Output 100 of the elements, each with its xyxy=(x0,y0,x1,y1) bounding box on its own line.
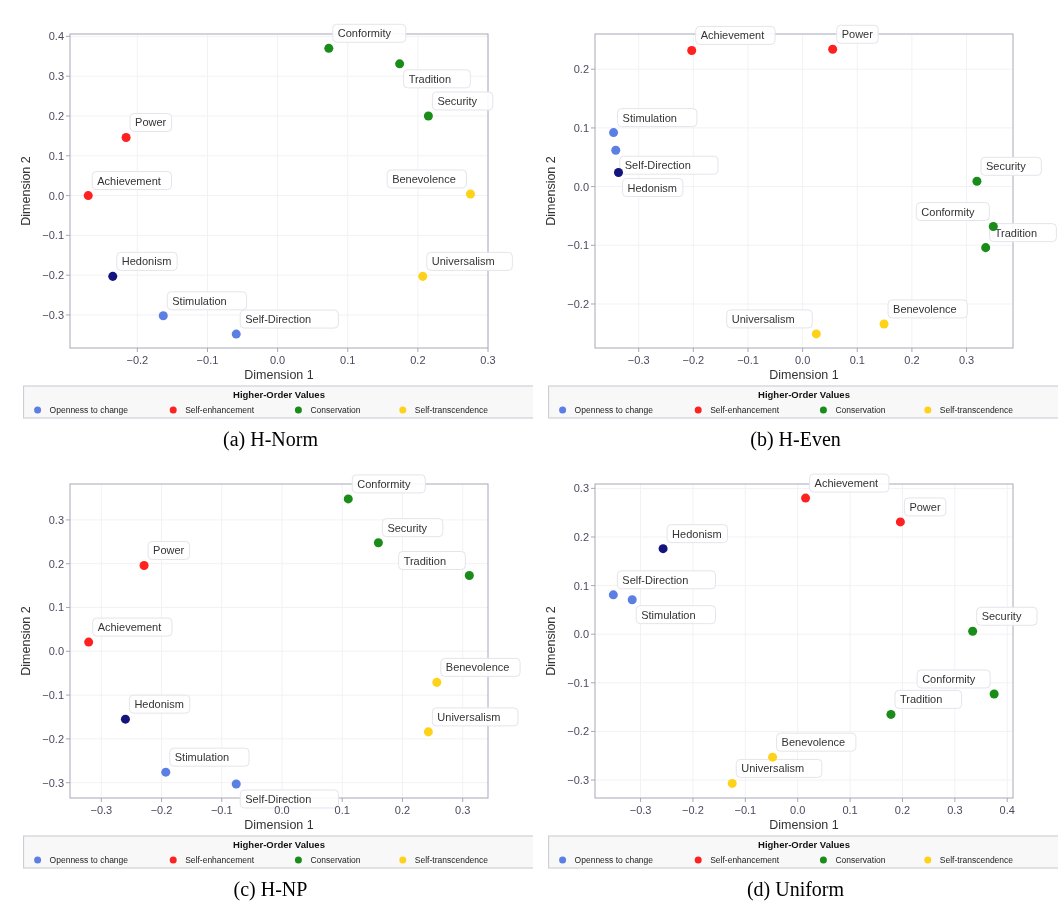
x-tick-label: −0.1 xyxy=(737,354,759,366)
point xyxy=(828,44,838,54)
text: (c) H-NP xyxy=(233,878,308,901)
annotation: Conformity xyxy=(921,205,976,218)
point xyxy=(609,128,619,138)
annotation: Security xyxy=(437,94,478,107)
annotation: Hedonism xyxy=(134,698,184,711)
annotation: Self-Direction xyxy=(622,573,689,586)
annotation: Power xyxy=(841,28,874,41)
x-tick-label: 0.1 xyxy=(340,354,356,366)
annotation: Stimulation xyxy=(641,608,696,621)
text: (b) H-Even xyxy=(750,428,841,451)
y-tick-label: 0.2 xyxy=(573,530,589,543)
point xyxy=(139,560,149,570)
y-tick-label: −0.1 xyxy=(567,239,589,252)
legend-label: Conservation xyxy=(310,405,361,415)
point xyxy=(231,329,241,339)
point xyxy=(658,544,668,554)
y-tick-label: −0.3 xyxy=(42,776,64,789)
y-axis-title: Dimension 2 xyxy=(19,606,33,676)
annotation: Power xyxy=(135,116,167,129)
annotation: Power xyxy=(153,544,185,557)
point xyxy=(989,689,999,699)
point xyxy=(108,271,118,281)
annotation: Benevolence xyxy=(893,302,957,315)
annotation: Universalism xyxy=(431,255,495,268)
y-tick-label: −0.2 xyxy=(42,732,64,745)
point xyxy=(768,752,778,762)
annotation: Conformity xyxy=(922,672,976,685)
x-tick-label: 0.1 xyxy=(849,354,865,366)
x-tick-label: 0.3 xyxy=(947,804,963,816)
annotation: Hedonism xyxy=(627,181,678,194)
x-tick-label: 0.2 xyxy=(394,804,411,816)
point xyxy=(608,590,618,600)
annotation: Achievement xyxy=(97,621,162,634)
y-axis-title: Dimension 2 xyxy=(544,606,558,676)
y-tick-label: −0.3 xyxy=(42,308,64,321)
point xyxy=(727,778,737,788)
x-tick-label: −0.1 xyxy=(734,804,757,816)
y-tick-label: −0.2 xyxy=(42,269,64,282)
legend-label: Conservation xyxy=(835,405,886,415)
annotation: Security xyxy=(981,610,1022,623)
y-tick-label: 0.1 xyxy=(48,149,64,162)
annotation: Benevolence xyxy=(445,661,510,674)
annotation: Benevolence xyxy=(781,736,846,749)
x-tick-label: 0.4 xyxy=(999,804,1015,816)
legend-label: Conservation xyxy=(835,855,886,865)
y-tick-label: −0.1 xyxy=(42,229,64,242)
y-axis-title: Dimension 2 xyxy=(19,156,33,226)
y-tick-label: −0.2 xyxy=(567,725,589,738)
point xyxy=(84,637,94,647)
point xyxy=(120,714,130,724)
y-tick-label: 0.1 xyxy=(48,601,64,614)
x-tick-label: 0.0 xyxy=(269,354,286,366)
x-tick-label: 0.2 xyxy=(410,354,426,366)
y-axis-title: Dimension 2 xyxy=(544,156,558,226)
point xyxy=(343,494,353,504)
x-tick-label: −0.2 xyxy=(126,354,149,366)
x-tick-label: −0.2 xyxy=(682,804,704,816)
y-tick-label: −0.1 xyxy=(42,689,64,702)
point xyxy=(879,319,889,329)
x-tick-label: −0.3 xyxy=(90,804,113,816)
legend-label: Self-transcendence xyxy=(414,405,489,415)
legend-label: Self-transcendence xyxy=(414,855,489,865)
annotation: Tradition xyxy=(994,226,1038,239)
point xyxy=(121,132,131,142)
annotation: Hedonism xyxy=(121,255,172,268)
annotation: Achievement xyxy=(700,29,765,42)
point xyxy=(811,329,821,339)
y-tick-label: 0.2 xyxy=(573,63,589,76)
y-tick-label: 0.2 xyxy=(48,557,64,570)
y-tick-label: 0.0 xyxy=(573,180,589,193)
point xyxy=(465,189,475,199)
x-axis-title: Dimension 1 xyxy=(244,818,314,832)
y-tick-label: 0.3 xyxy=(48,70,64,83)
point xyxy=(324,43,334,53)
point xyxy=(158,311,168,321)
annotation: Tradition xyxy=(899,693,943,706)
annotation: Tradition xyxy=(408,72,452,85)
y-tick-label: 0.3 xyxy=(48,513,64,526)
point xyxy=(968,626,978,636)
annotation: Tradition xyxy=(403,554,447,567)
y-tick-label: 0.3 xyxy=(573,482,589,495)
point xyxy=(418,271,428,281)
x-tick-label: −0.1 xyxy=(210,804,233,816)
legend-label: Self-enhancement xyxy=(185,405,255,415)
point xyxy=(988,222,998,232)
annotation: Stimulation xyxy=(172,294,227,307)
legend-title: Higher-Order Values xyxy=(233,839,325,850)
text: (a) H-Norm xyxy=(223,428,319,451)
y-tick-label: −0.2 xyxy=(567,297,589,310)
annotation: Self-Direction xyxy=(624,159,691,172)
point xyxy=(972,176,982,186)
x-tick-label: −0.3 xyxy=(629,804,652,816)
point xyxy=(981,243,991,253)
x-tick-label: 0.2 xyxy=(894,804,911,816)
annotation: Security xyxy=(985,160,1027,173)
point xyxy=(423,727,433,737)
x-tick-label: −0.1 xyxy=(196,354,219,366)
legend-title: Higher-Order Values xyxy=(233,389,325,400)
